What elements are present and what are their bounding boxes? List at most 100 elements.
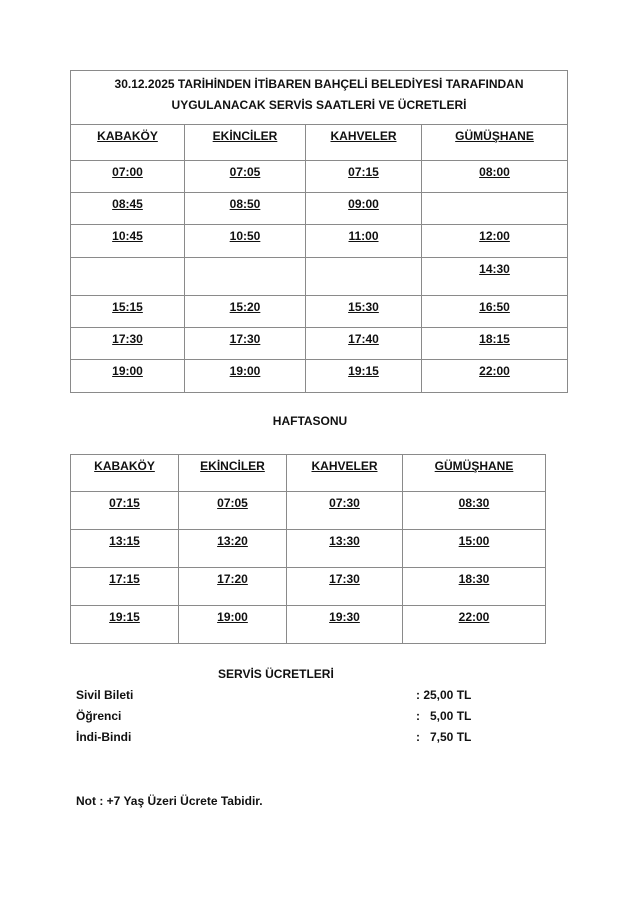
cell-text: GÜMÜŞHANE	[455, 129, 534, 143]
table-row: 17:30 17:30 17:40 18:15	[70, 327, 569, 360]
table-cell: 07:15	[305, 160, 422, 193]
cell-text: 10:50	[229, 229, 261, 243]
cell-text: KABAKÖY	[94, 459, 155, 473]
table-cell: 15:15	[70, 295, 185, 328]
cell-text: 19:00	[229, 364, 261, 378]
table-cell: 15:00	[402, 529, 546, 568]
table-cell: 22:00	[420, 359, 569, 393]
cell-text: 19:30	[329, 610, 360, 624]
table-cell: EKİNCİLER	[178, 454, 287, 492]
table-cell	[420, 192, 569, 225]
table-cell: 17:30	[70, 327, 185, 360]
fee-label: Sivil Bileti	[76, 688, 134, 702]
cell-text: 11:00	[348, 229, 379, 243]
fees-heading: SERVİS ÜCRETLERİ	[218, 667, 334, 681]
table-row: 13:15 13:20 13:30 15:00	[70, 529, 546, 568]
table-row: 17:15 17:20 17:30 18:30	[70, 567, 546, 606]
table-cell: GÜMÜŞHANE	[402, 454, 546, 492]
cell-text: EKİNCİLER	[200, 459, 265, 473]
cell-text: 07:15	[348, 165, 379, 179]
cell-text: 07:05	[217, 496, 248, 510]
header-row: KABAKÖY EKİNCİLER KAHVELER GÜMÜŞHANE	[70, 124, 569, 161]
table-cell: KABAKÖY	[70, 124, 185, 161]
table-cell: 08:00	[420, 160, 569, 193]
table-cell: EKİNCİLER	[184, 124, 306, 161]
table-cell: 08:50	[184, 192, 306, 225]
table-cell: 07:05	[178, 491, 287, 530]
fee-value: : 5,00 TL	[416, 709, 472, 723]
weekend-schedule-table: KABAKÖY EKİNCİLER KAHVELER GÜMÜŞHANE 07:15 07…	[70, 454, 546, 644]
table-row: 14:30	[70, 257, 569, 296]
cell-text: 15:30	[348, 300, 379, 314]
table-cell: 17:30	[184, 327, 306, 360]
cell-text: KAHVELER	[311, 459, 378, 473]
table-cell: 18:15	[420, 327, 569, 360]
table-row: 08:45 08:50 09:00	[70, 192, 569, 225]
cell-text: 19:00	[112, 364, 143, 378]
table-row: 07:15 07:05 07:30 08:30	[70, 491, 546, 530]
cell-text: 17:20	[217, 572, 248, 586]
cell-text: 17:30	[329, 572, 360, 586]
table-cell: 22:00	[402, 605, 546, 644]
table-cell: 09:00	[305, 192, 422, 225]
table-cell: 11:00	[305, 224, 422, 258]
document-title: 30.12.2025 TARİHİNDEN İTİBAREN BAHÇELİ B…	[69, 70, 569, 125]
cell-text: 08:30	[458, 496, 490, 510]
table-row: 10:45 10:50 11:00 12:00	[70, 224, 569, 258]
cell-text: 19:00	[217, 610, 248, 624]
fee-value: : 25,00 TL	[416, 688, 472, 702]
table-cell: 16:50	[420, 295, 569, 328]
table-row: 19:00 19:00 19:15 22:00	[70, 359, 569, 393]
cell-text: 18:15	[479, 332, 510, 346]
table-cell: 12:00	[420, 224, 569, 258]
cell-text: 19:15	[348, 364, 379, 378]
table-cell: KABAKÖY	[70, 454, 179, 492]
cell-text: 07:00	[112, 165, 143, 179]
table-cell: 07:00	[70, 160, 185, 193]
table-cell	[184, 257, 306, 296]
cell-text: 07:05	[229, 165, 261, 179]
table-cell: 13:15	[70, 529, 179, 568]
cell-text: 13:20	[217, 534, 248, 548]
cell-text: 15:00	[458, 534, 490, 548]
title-line-2: UYGULANACAK SERVİS SAATLERİ VE ÜCRETLERİ	[171, 98, 467, 112]
table-cell	[70, 257, 185, 296]
cell-text: 15:20	[229, 300, 261, 314]
table-cell: KAHVELER	[305, 124, 422, 161]
cell-text: 15:15	[112, 300, 143, 314]
cell-text: 16:50	[479, 300, 510, 314]
cell-text: KABAKÖY	[97, 129, 158, 143]
table-cell: 07:30	[286, 491, 403, 530]
cell-text: 14:30	[479, 262, 510, 276]
cell-text: 22:00	[458, 610, 490, 624]
cell-text: 07:30	[329, 496, 360, 510]
cell-text: 09:00	[348, 197, 379, 211]
table-cell: 17:15	[70, 567, 179, 606]
table-cell: 19:00	[70, 359, 185, 393]
cell-text: KAHVELER	[330, 129, 397, 143]
title-line-1: 30.12.2025 TARİHİNDEN İTİBAREN BAHÇELİ B…	[114, 77, 524, 91]
table-cell: 13:20	[178, 529, 287, 568]
weekend-heading: HAFTASONU	[272, 414, 348, 428]
table-cell: 19:15	[70, 605, 179, 644]
table-cell: 15:30	[305, 295, 422, 328]
cell-text: 13:15	[109, 534, 140, 548]
table-cell: 19:15	[305, 359, 422, 393]
table-cell: 17:30	[286, 567, 403, 606]
table-cell: 18:30	[402, 567, 546, 606]
cell-text: GÜMÜŞHANE	[434, 459, 514, 473]
table-cell: 10:50	[184, 224, 306, 258]
cell-text: 12:00	[479, 229, 510, 243]
fee-label: Öğrenci	[76, 709, 122, 723]
table-row: 15:15 15:20 15:30 16:50	[70, 295, 569, 328]
table-cell: GÜMÜŞHANE	[420, 124, 569, 161]
table-row: 19:15 19:00 19:30 22:00	[70, 605, 546, 644]
table-cell: 08:30	[402, 491, 546, 530]
cell-text: 17:30	[229, 332, 261, 346]
cell-text: 17:40	[348, 332, 379, 346]
cell-text: 07:15	[109, 496, 140, 510]
table-cell	[305, 257, 422, 296]
cell-text: 17:30	[112, 332, 143, 346]
table-cell: 14:30	[420, 257, 569, 296]
cell-text: EKİNCİLER	[212, 129, 278, 143]
